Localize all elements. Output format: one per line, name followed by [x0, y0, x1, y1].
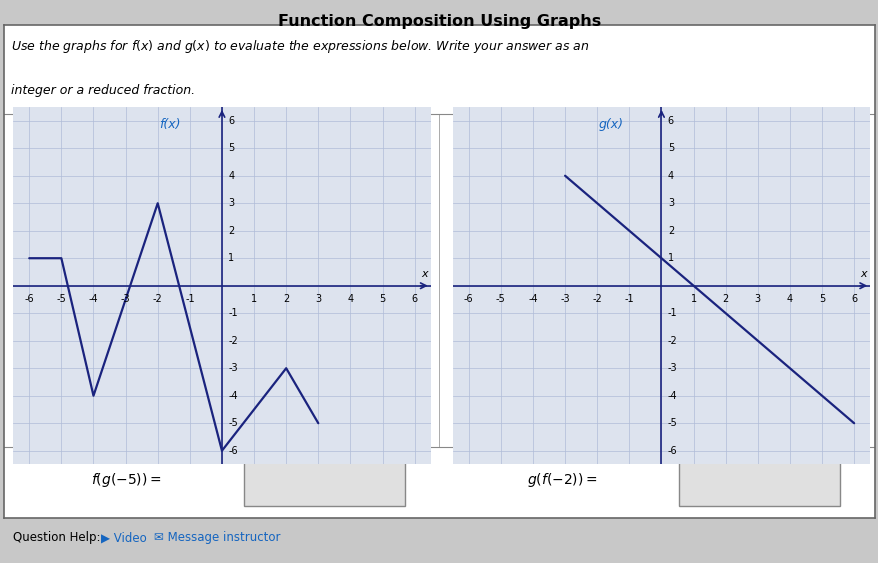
Text: -5: -5	[667, 418, 677, 428]
Text: -4: -4	[667, 391, 677, 401]
Text: integer or a reduced fraction.: integer or a reduced fraction.	[11, 84, 195, 97]
Text: f(x): f(x)	[159, 118, 181, 131]
Text: -6: -6	[667, 446, 677, 455]
Text: 2: 2	[228, 226, 234, 236]
Text: 6: 6	[411, 294, 417, 304]
Text: -2: -2	[667, 336, 677, 346]
Text: 4: 4	[786, 294, 792, 304]
Text: 3: 3	[315, 294, 321, 304]
Text: 3: 3	[754, 294, 760, 304]
Text: Function Composition Using Graphs: Function Composition Using Graphs	[277, 14, 601, 29]
Text: 5: 5	[379, 294, 385, 304]
Text: ▶ Video: ▶ Video	[101, 531, 147, 544]
Text: 2: 2	[667, 226, 673, 236]
Text: $g(f(-2)) =$: $g(f(-2)) =$	[526, 471, 596, 489]
Text: Question Help:: Question Help:	[13, 531, 101, 544]
Text: -3: -3	[120, 294, 130, 304]
Text: -2: -2	[153, 294, 162, 304]
Text: Use the graphs for $f(x)$ and $g(x)$ to evaluate the expressions below. Write yo: Use the graphs for $f(x)$ and $g(x)$ to …	[11, 38, 589, 55]
Text: 5: 5	[818, 294, 824, 304]
Text: -1: -1	[228, 308, 238, 318]
Text: -2: -2	[592, 294, 601, 304]
Bar	[243, 452, 404, 506]
Text: 2: 2	[283, 294, 289, 304]
Text: -3: -3	[667, 363, 677, 373]
Text: -6: -6	[464, 294, 473, 304]
Text: 5: 5	[228, 143, 234, 153]
Text: $f(g(-5)) =$: $f(g(-5)) =$	[91, 471, 162, 489]
Text: -1: -1	[623, 294, 633, 304]
Text: -5: -5	[56, 294, 66, 304]
Bar	[678, 452, 838, 506]
Text: -1: -1	[184, 294, 194, 304]
Text: 1: 1	[251, 294, 257, 304]
Text: 4: 4	[228, 171, 234, 181]
Text: -3: -3	[228, 363, 238, 373]
Text: 5: 5	[667, 143, 673, 153]
Text: -5: -5	[228, 418, 238, 428]
Text: 1: 1	[667, 253, 673, 263]
Text: x: x	[860, 269, 866, 279]
Text: 1: 1	[228, 253, 234, 263]
Text: -4: -4	[528, 294, 537, 304]
Text: 4: 4	[667, 171, 673, 181]
Text: -6: -6	[228, 446, 238, 455]
Text: 3: 3	[667, 198, 673, 208]
Text: 1: 1	[690, 294, 696, 304]
Text: x: x	[421, 269, 427, 279]
Text: -5: -5	[495, 294, 505, 304]
Text: 2: 2	[722, 294, 728, 304]
Text: -4: -4	[89, 294, 98, 304]
Text: g(x): g(x)	[598, 118, 623, 131]
Text: 6: 6	[667, 116, 673, 126]
Text: 6: 6	[850, 294, 856, 304]
Text: -1: -1	[667, 308, 677, 318]
Text: 6: 6	[228, 116, 234, 126]
Text: -3: -3	[559, 294, 569, 304]
Text: ✉ Message instructor: ✉ Message instructor	[154, 531, 280, 544]
Text: -6: -6	[25, 294, 34, 304]
Text: -4: -4	[228, 391, 238, 401]
Text: 4: 4	[347, 294, 353, 304]
Text: 3: 3	[228, 198, 234, 208]
Text: -2: -2	[228, 336, 238, 346]
